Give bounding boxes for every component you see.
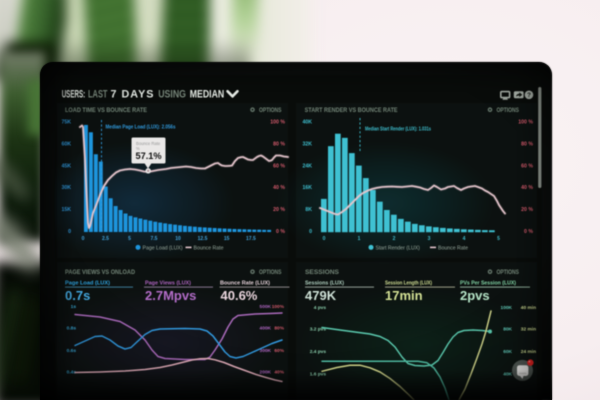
svg-text:400K: 400K (260, 326, 272, 332)
svg-text:20 %: 20 % (521, 207, 533, 213)
svg-text:45K: 45K (61, 163, 71, 169)
svg-text:SESSIONS: SESSIONS (305, 270, 339, 276)
svg-text:Sessions (LUX): Sessions (LUX) (305, 281, 344, 287)
svg-text:40 min: 40 min (521, 305, 536, 311)
svg-text:1.6 pvs: 1.6 pvs (310, 371, 327, 377)
svg-text:0: 0 (68, 229, 71, 235)
svg-text:15K: 15K (61, 207, 71, 213)
svg-text:80 %: 80 % (521, 141, 533, 147)
svg-text:LOAD TIME VS BOUNCE RATE: LOAD TIME VS BOUNCE RATE (65, 108, 147, 114)
svg-text:100%: 100% (272, 304, 285, 310)
svg-text:Start Render (LUX): Start Render (LUX) (376, 246, 421, 252)
svg-text:75K: 75K (61, 120, 71, 126)
svg-text:0 %: 0 % (524, 229, 533, 235)
svg-text:PVs Per Session (LUX): PVs Per Session (LUX) (460, 281, 516, 287)
svg-text:57.1%: 57.1% (136, 151, 162, 161)
svg-text:PAGE VIEWS VS ONLOAD: PAGE VIEWS VS ONLOAD (65, 270, 136, 276)
svg-text:OPTIONS: OPTIONS (497, 108, 520, 114)
svg-text:5: 5 (128, 236, 131, 242)
svg-text:60 %: 60 % (273, 163, 285, 169)
svg-text:?: ? (527, 92, 531, 99)
svg-text:Median Page Load (LUX): 2.056s: Median Page Load (LUX): 2.056s (106, 125, 176, 131)
svg-text:0: 0 (309, 229, 312, 235)
svg-text:USERS:: USERS: (62, 88, 85, 100)
svg-text:30K: 30K (61, 185, 71, 191)
svg-text:0: 0 (82, 236, 85, 242)
svg-text:500K: 500K (260, 304, 272, 310)
svg-text:2.4 pvs: 2.4 pvs (310, 349, 327, 355)
svg-text:40 %: 40 % (273, 185, 285, 191)
svg-text:1: 1 (358, 236, 361, 242)
svg-text:10: 10 (175, 236, 181, 242)
svg-text:0.6s: 0.6s (67, 348, 77, 354)
svg-text:USING: USING (158, 88, 186, 100)
svg-text:80%: 80% (274, 326, 284, 332)
svg-text:40 %: 40 % (521, 185, 533, 191)
svg-text:32K: 32K (302, 141, 312, 147)
svg-text:60K: 60K (503, 349, 512, 355)
svg-text:40K: 40K (302, 120, 312, 126)
svg-text:100 %: 100 % (270, 120, 285, 126)
svg-text:Bounce Rate: Bounce Rate (194, 246, 224, 252)
svg-text:7.5: 7.5 (151, 236, 158, 242)
svg-text:Session Length (LUX): Session Length (LUX) (385, 281, 432, 287)
svg-text:START RENDER VS BOUNCE RATE: START RENDER VS BOUNCE RATE (305, 108, 398, 114)
svg-text:Bounce Rate: Bounce Rate (438, 246, 468, 252)
svg-text:24K: 24K (302, 163, 312, 169)
svg-text:3: 3 (428, 236, 431, 242)
svg-text:17.5: 17.5 (246, 236, 256, 242)
svg-text:MEDIAN: MEDIAN (190, 88, 224, 100)
svg-text:40%: 40% (274, 369, 284, 375)
svg-text:2.7Mpvs: 2.7Mpvs (145, 288, 196, 303)
svg-text:60K: 60K (61, 141, 71, 147)
svg-text:15: 15 (224, 236, 230, 242)
svg-text:479K: 479K (305, 288, 337, 303)
svg-text:0 %: 0 % (276, 229, 285, 235)
svg-text:1s: 1s (71, 304, 77, 310)
svg-text:60 %: 60 % (521, 163, 533, 169)
svg-text:40K: 40K (503, 371, 512, 377)
svg-text:8K: 8K (305, 207, 312, 213)
svg-text:Page Load (LUX): Page Load (LUX) (143, 246, 183, 252)
svg-text:Page Load (LUX): Page Load (LUX) (65, 281, 110, 287)
svg-text:60%: 60% (274, 348, 284, 354)
svg-text:40.6%: 40.6% (221, 288, 258, 303)
svg-text:Bounce Rate (LUX): Bounce Rate (LUX) (220, 281, 270, 287)
svg-text:OPTIONS: OPTIONS (259, 108, 282, 114)
svg-text:5: 5 (497, 236, 500, 242)
svg-text:12.5: 12.5 (198, 236, 208, 242)
svg-text:OPTIONS: OPTIONS (497, 270, 520, 276)
svg-text:17min: 17min (385, 288, 423, 303)
svg-text:20 %: 20 % (273, 207, 285, 213)
svg-text:7 DAYS: 7 DAYS (111, 88, 155, 100)
svg-text:24 min: 24 min (521, 349, 536, 355)
svg-text:32 min: 32 min (521, 326, 536, 332)
svg-text:200K: 200K (260, 369, 272, 375)
svg-text:Page Views (LUX): Page Views (LUX) (145, 281, 191, 287)
svg-text:100 %: 100 % (518, 120, 533, 126)
svg-text:4 pvs: 4 pvs (314, 305, 327, 311)
svg-text:0: 0 (323, 236, 326, 242)
svg-text:OPTIONS: OPTIONS (259, 270, 282, 276)
svg-text:0.7s: 0.7s (65, 288, 90, 303)
svg-text:80 %: 80 % (273, 141, 285, 147)
svg-text:2pvs: 2pvs (460, 288, 490, 303)
svg-text:80K: 80K (503, 326, 512, 332)
svg-text:0.8s: 0.8s (67, 326, 77, 332)
svg-text:100K: 100K (501, 305, 513, 311)
svg-text:16K: 16K (302, 185, 312, 191)
svg-text:LAST: LAST (88, 88, 108, 100)
svg-text:Median Start Render (LUX): 1.0: Median Start Render (LUX): 1.031s (365, 127, 431, 133)
svg-text:2.5: 2.5 (102, 236, 109, 242)
svg-text:2: 2 (393, 236, 396, 242)
svg-text:4: 4 (463, 236, 466, 242)
